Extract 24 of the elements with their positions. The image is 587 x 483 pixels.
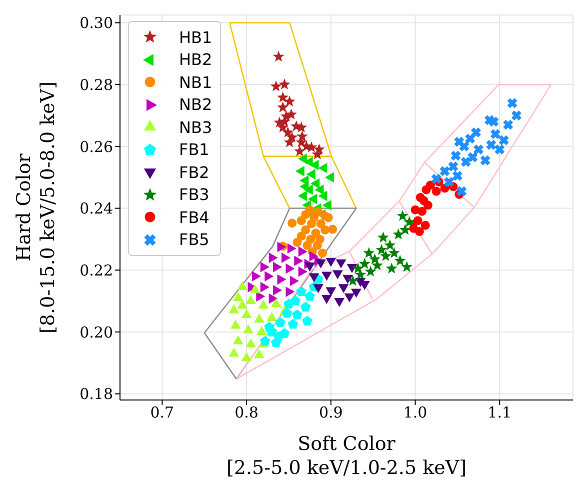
legend-label: FB1 — [179, 140, 210, 160]
legend-label: FB2 — [179, 162, 210, 182]
legend-label: FB5 — [179, 230, 210, 250]
x-tick-label: 1.1 — [488, 404, 512, 422]
x-tick-label: 1.0 — [403, 404, 428, 422]
legend-label: FB4 — [179, 208, 210, 227]
legend-label: HB1 — [179, 28, 212, 47]
x-axis-title: Soft Color [2.5-5.0 keV/1.0-2.5 keV] — [226, 433, 466, 479]
y-tick-label: 0.28 — [80, 76, 113, 94]
y-tick-label: 0.24 — [80, 200, 113, 218]
y-tick-label: 0.18 — [80, 385, 113, 404]
legend-label: NB1 — [179, 72, 212, 92]
legend-label: NB3 — [179, 118, 212, 137]
x-tick-label: 0.7 — [150, 404, 174, 422]
y-tick-label: 0.20 — [80, 323, 113, 342]
y-tick-label: 0.22 — [80, 261, 113, 280]
legend-label: HB2 — [179, 50, 212, 70]
legend-label: NB2 — [179, 95, 212, 114]
y-tick-label: 0.26 — [80, 138, 113, 156]
x-tick-label: 0.8 — [234, 404, 258, 422]
x-tick-label: 0.9 — [318, 404, 343, 422]
y-axis-title: Hard Color [8.0-15.0 keV/5.0-8.0 keV] — [13, 81, 59, 334]
legend-label: FB3 — [179, 185, 210, 204]
y-tick-label: 0.30 — [80, 14, 113, 32]
